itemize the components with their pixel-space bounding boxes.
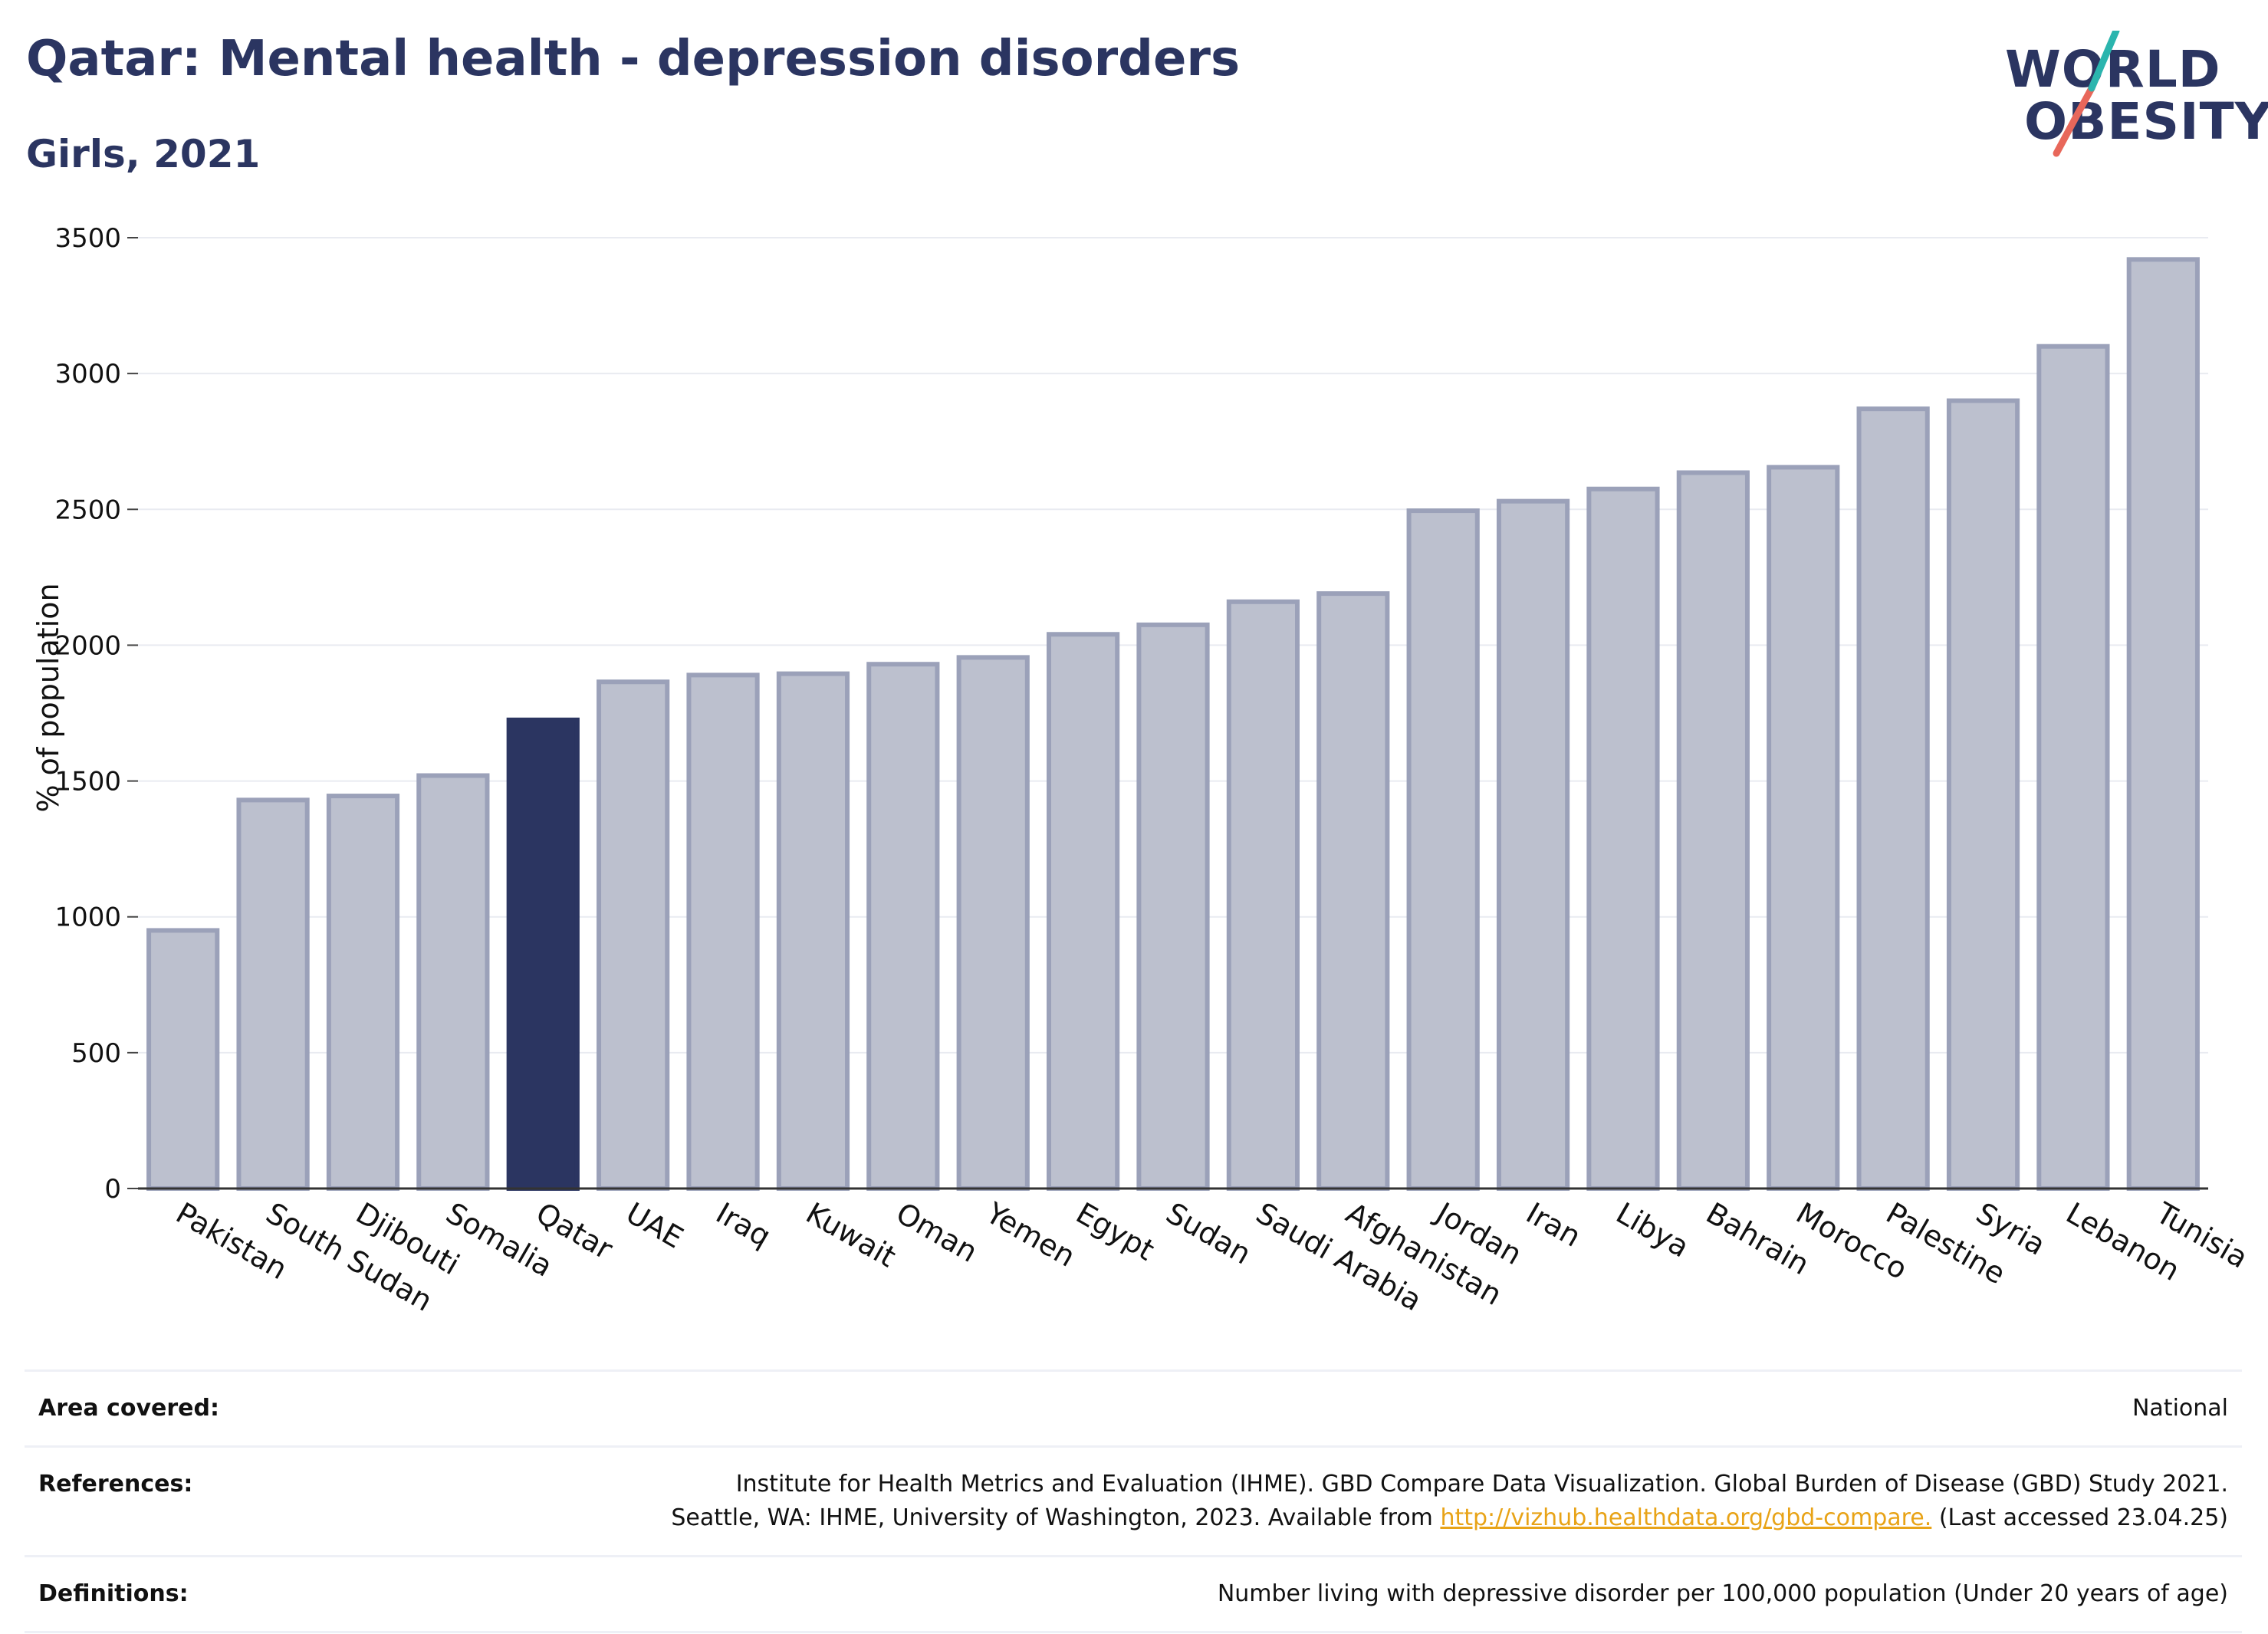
bar-kuwait	[776, 671, 850, 1191]
references-link[interactable]: http://vizhub.healthdata.org/gbd-compare…	[1440, 1504, 1932, 1531]
logo-slash-icon	[2053, 31, 2120, 157]
references-line2-post: (Last accessed 23.04.25)	[1931, 1504, 2228, 1531]
bar-somalia	[416, 773, 490, 1191]
info-table: Area covered: National References: Insti…	[25, 1369, 2242, 1633]
y-tick-label: 1000	[54, 902, 121, 933]
bar-libya	[1586, 486, 1660, 1191]
y-tick-label: 2500	[54, 495, 121, 525]
x-tick-label: Egypt	[1070, 1196, 1160, 1267]
bar-tunisia	[2126, 257, 2200, 1191]
info-row-references: References: Institute for Health Metrics…	[25, 1445, 2242, 1555]
y-tick-label: 3500	[54, 223, 121, 254]
area-covered-label: Area covered:	[38, 1395, 219, 1422]
info-row-definitions: Definitions: Number living with depressi…	[25, 1555, 2242, 1633]
bar-south-sudan	[236, 797, 310, 1191]
references-label: References:	[38, 1471, 193, 1498]
definitions-label: Definitions:	[38, 1580, 189, 1607]
bar-afghanistan	[1316, 591, 1390, 1191]
x-tick-label: UAE	[620, 1196, 689, 1255]
references-value: Institute for Health Metrics and Evaluat…	[360, 1468, 2228, 1535]
y-axis-ticks: 0 500 1000 1500 2000 2500 3000 3500	[54, 223, 138, 1205]
x-tick-label: Bahrain	[1701, 1196, 1815, 1282]
references-line2-pre: Seattle, WA: IHME, University of Washing…	[671, 1504, 1441, 1531]
references-line1: Institute for Health Metrics and Evaluat…	[735, 1471, 2228, 1498]
bar-saudi-arabia	[1226, 599, 1300, 1191]
world-obesity-logo: WORLD OBESITY	[1994, 31, 2268, 169]
bar-sudan	[1136, 622, 1210, 1191]
x-tick-label: Kuwait	[800, 1196, 902, 1274]
x-tick-label: Yemen	[980, 1195, 1081, 1274]
y-axis-label: % of population	[31, 583, 65, 812]
bar-pakistan	[146, 928, 220, 1192]
bar-uae	[597, 679, 670, 1191]
chart-title: Qatar: Mental health - depression disord…	[26, 31, 1241, 87]
x-tick-label: Sudan	[1161, 1196, 1257, 1271]
x-tick-label: Iran	[1520, 1196, 1586, 1254]
y-tick-label: 0	[104, 1174, 121, 1205]
x-tick-label: Libya	[1610, 1196, 1694, 1264]
x-tick-label: Oman	[890, 1196, 983, 1269]
bar-lebanon	[2036, 344, 2110, 1192]
logo-word-world: WORLD	[2005, 40, 2221, 99]
info-row-area: Area covered: National	[25, 1369, 2242, 1445]
bar-iran	[1496, 498, 1570, 1191]
chart-subtitle: Girls, 2021	[26, 132, 261, 176]
bar-palestine	[1856, 406, 1930, 1191]
y-tick-label: 2000	[54, 630, 121, 661]
bar-qatar	[506, 717, 580, 1191]
bar-jordan	[1406, 508, 1480, 1191]
x-tick-label: Iraq	[711, 1196, 777, 1254]
area-covered-value: National	[2132, 1395, 2228, 1422]
bar-morocco	[1767, 465, 1840, 1192]
bar-egypt	[1047, 632, 1120, 1191]
bar-oman	[866, 662, 940, 1191]
y-tick-label: 500	[71, 1038, 121, 1069]
bar-djibouti	[326, 794, 400, 1191]
bar-iraq	[686, 672, 760, 1191]
bars	[146, 257, 2200, 1192]
bar-chart: 0 500 1000 1500 2000 2500 3000 3500 PakistanSou…	[31, 223, 2253, 1318]
definitions-value: Number living with depressive disorder p…	[1217, 1580, 2228, 1607]
bar-syria	[1946, 398, 2020, 1192]
y-tick-label: 1500	[54, 767, 121, 797]
bar-bahrain	[1676, 470, 1750, 1191]
y-tick-label: 3000	[54, 359, 121, 390]
bar-yemen	[956, 655, 1030, 1191]
